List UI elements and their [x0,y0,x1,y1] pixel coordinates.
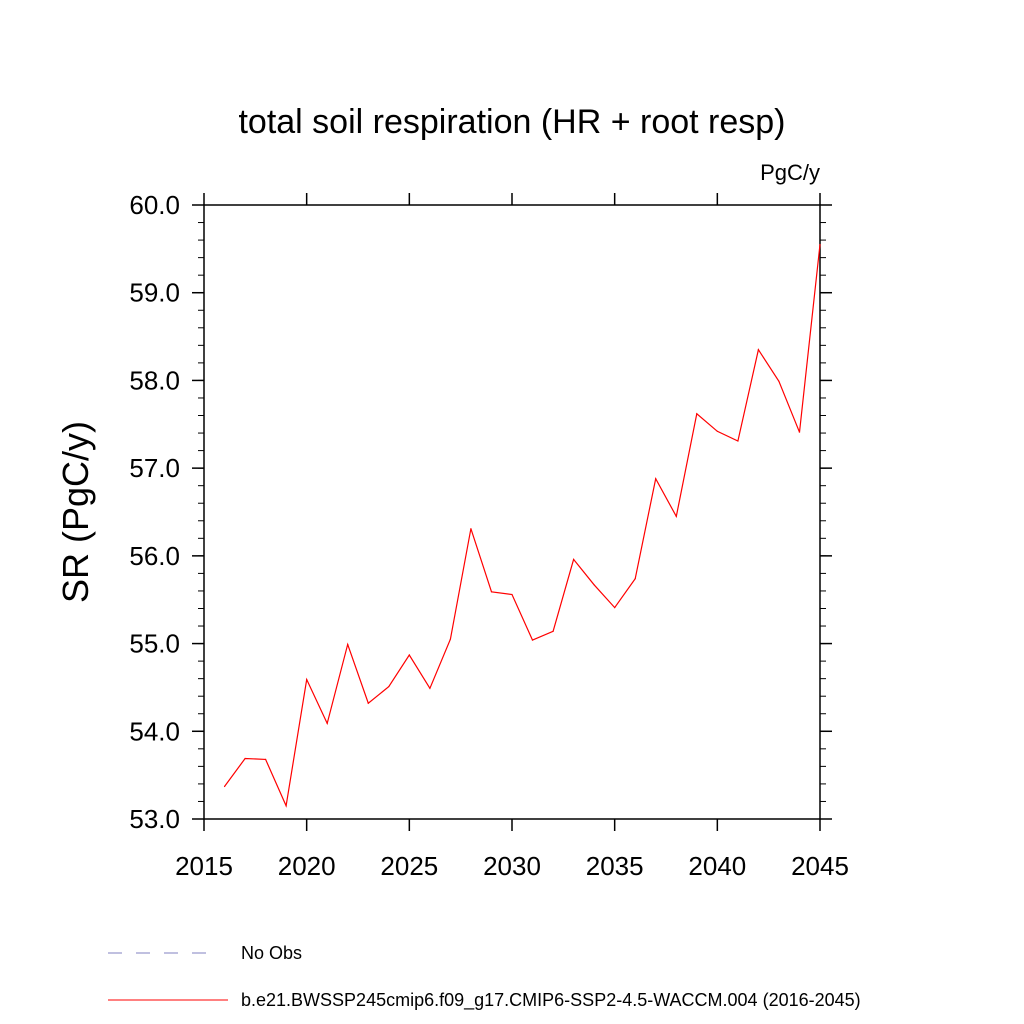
data-point [429,687,431,689]
data-point [285,805,287,807]
data-point [634,578,636,580]
data-point [531,639,534,641]
y-tick-label: 55.0 [129,629,180,659]
data-point [306,678,308,681]
data-point [388,685,390,688]
units-label: PgC/y [760,160,820,185]
series-layer [223,243,821,808]
data-point [326,722,328,724]
x-tick-labels: 2015 2020 2025 2030 2035 2040 2045 [175,851,849,881]
data-point [778,380,780,382]
x-tick-label: 2020 [278,851,336,881]
chart-title: total soil respiration (HR + root resp) [238,103,785,141]
data-point [408,654,410,656]
y-tick-label: 57.0 [129,453,180,483]
data-point [347,643,349,646]
data-point [696,413,698,415]
legend-label-waccm: b.e21.BWSSP245cmip6.f09_g17.CMIP6-SSP2-4… [241,990,861,1011]
y-tick-label: 59.0 [129,278,180,308]
data-point [490,591,493,593]
x-tick-label: 2045 [791,851,849,881]
legend: No Obs b.e21.BWSSP245cmip6.f09_g17.CMIP6… [108,943,861,1011]
y-tick-label: 53.0 [129,804,180,834]
data-point [470,528,472,530]
major-ticks [192,193,832,831]
data-point [675,515,677,517]
data-point [573,558,575,560]
data-point [655,478,657,480]
data-point [716,430,718,432]
data-point [367,702,369,704]
legend-label-no-obs: No Obs [241,943,302,963]
y-axis-label: SR (PgC/y) [55,421,96,603]
y-tick-labels: 53.0 54.0 55.0 56.0 57.0 58.0 59.0 60.0 [129,190,180,834]
x-tick-label: 2015 [175,851,233,881]
data-point [798,431,801,433]
y-tick-label: 54.0 [129,716,180,746]
data-point [737,440,739,442]
data-point [614,607,616,609]
x-tick-label: 2025 [380,851,438,881]
data-point [449,638,451,640]
series-line-0 [224,244,821,808]
data-point [593,584,595,586]
plot-frame [203,204,821,820]
y-tick-label: 56.0 [129,541,180,571]
x-tick-label: 2040 [688,851,746,881]
data-point [265,758,267,760]
data-point [552,630,554,632]
data-point [223,785,226,788]
data-point [244,757,246,760]
data-point [819,243,821,246]
data-point [511,593,513,596]
y-tick-label: 58.0 [129,365,180,395]
x-tick-label: 2030 [483,851,541,881]
y-tick-label: 60.0 [129,190,180,220]
data-point [757,349,760,351]
x-tick-label: 2035 [586,851,644,881]
minor-ticks [198,204,826,820]
